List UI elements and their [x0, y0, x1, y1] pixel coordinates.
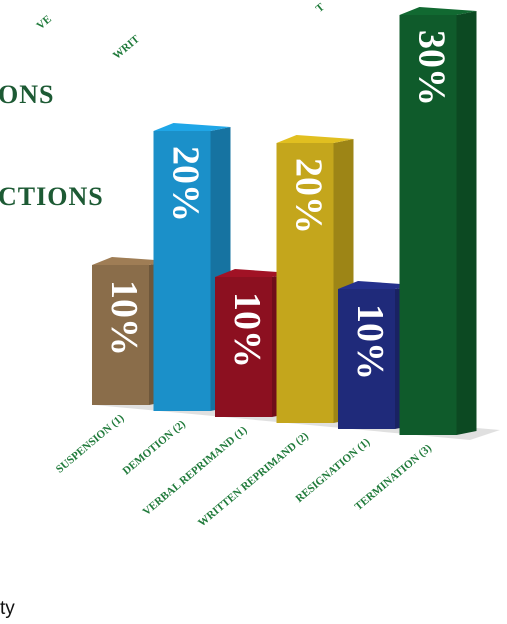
bar — [92, 265, 149, 405]
x-tick-label: DEMOTION (2) — [121, 418, 189, 477]
top-label-fragment: T — [314, 1, 328, 15]
bar-top — [92, 257, 169, 265]
x-tick-label: SUSPENSION (1) — [54, 412, 127, 476]
heading-fragment: ONS — [0, 80, 54, 109]
top-label-fragment: WRIT — [111, 33, 143, 62]
bar-top — [338, 281, 415, 289]
heading-fragment: CTIONS — [0, 182, 104, 211]
x-tick-label: WRITTEN REPRIMAND (2) — [196, 430, 311, 529]
bar — [153, 131, 211, 411]
bar-top — [153, 123, 231, 131]
data-label: 10% — [226, 292, 268, 368]
data-label: 30% — [410, 30, 452, 106]
bar — [399, 15, 457, 435]
bar-side — [456, 11, 477, 435]
data-label: 20% — [164, 146, 206, 222]
top-label-fragment: VE — [35, 13, 54, 32]
x-tick-label: TERMINATION (3) — [353, 442, 435, 513]
bar-top — [276, 135, 354, 143]
bar-top — [399, 7, 477, 15]
bar-top — [215, 269, 292, 277]
data-label: 20% — [287, 158, 329, 234]
x-tick-label: RESIGNATION (1) — [293, 436, 372, 505]
data-label: 10% — [349, 304, 391, 380]
bar — [338, 289, 395, 429]
bar — [215, 277, 272, 417]
bar — [276, 143, 334, 423]
text-fragment: ty — [0, 598, 15, 619]
data-label: 10% — [103, 280, 145, 356]
